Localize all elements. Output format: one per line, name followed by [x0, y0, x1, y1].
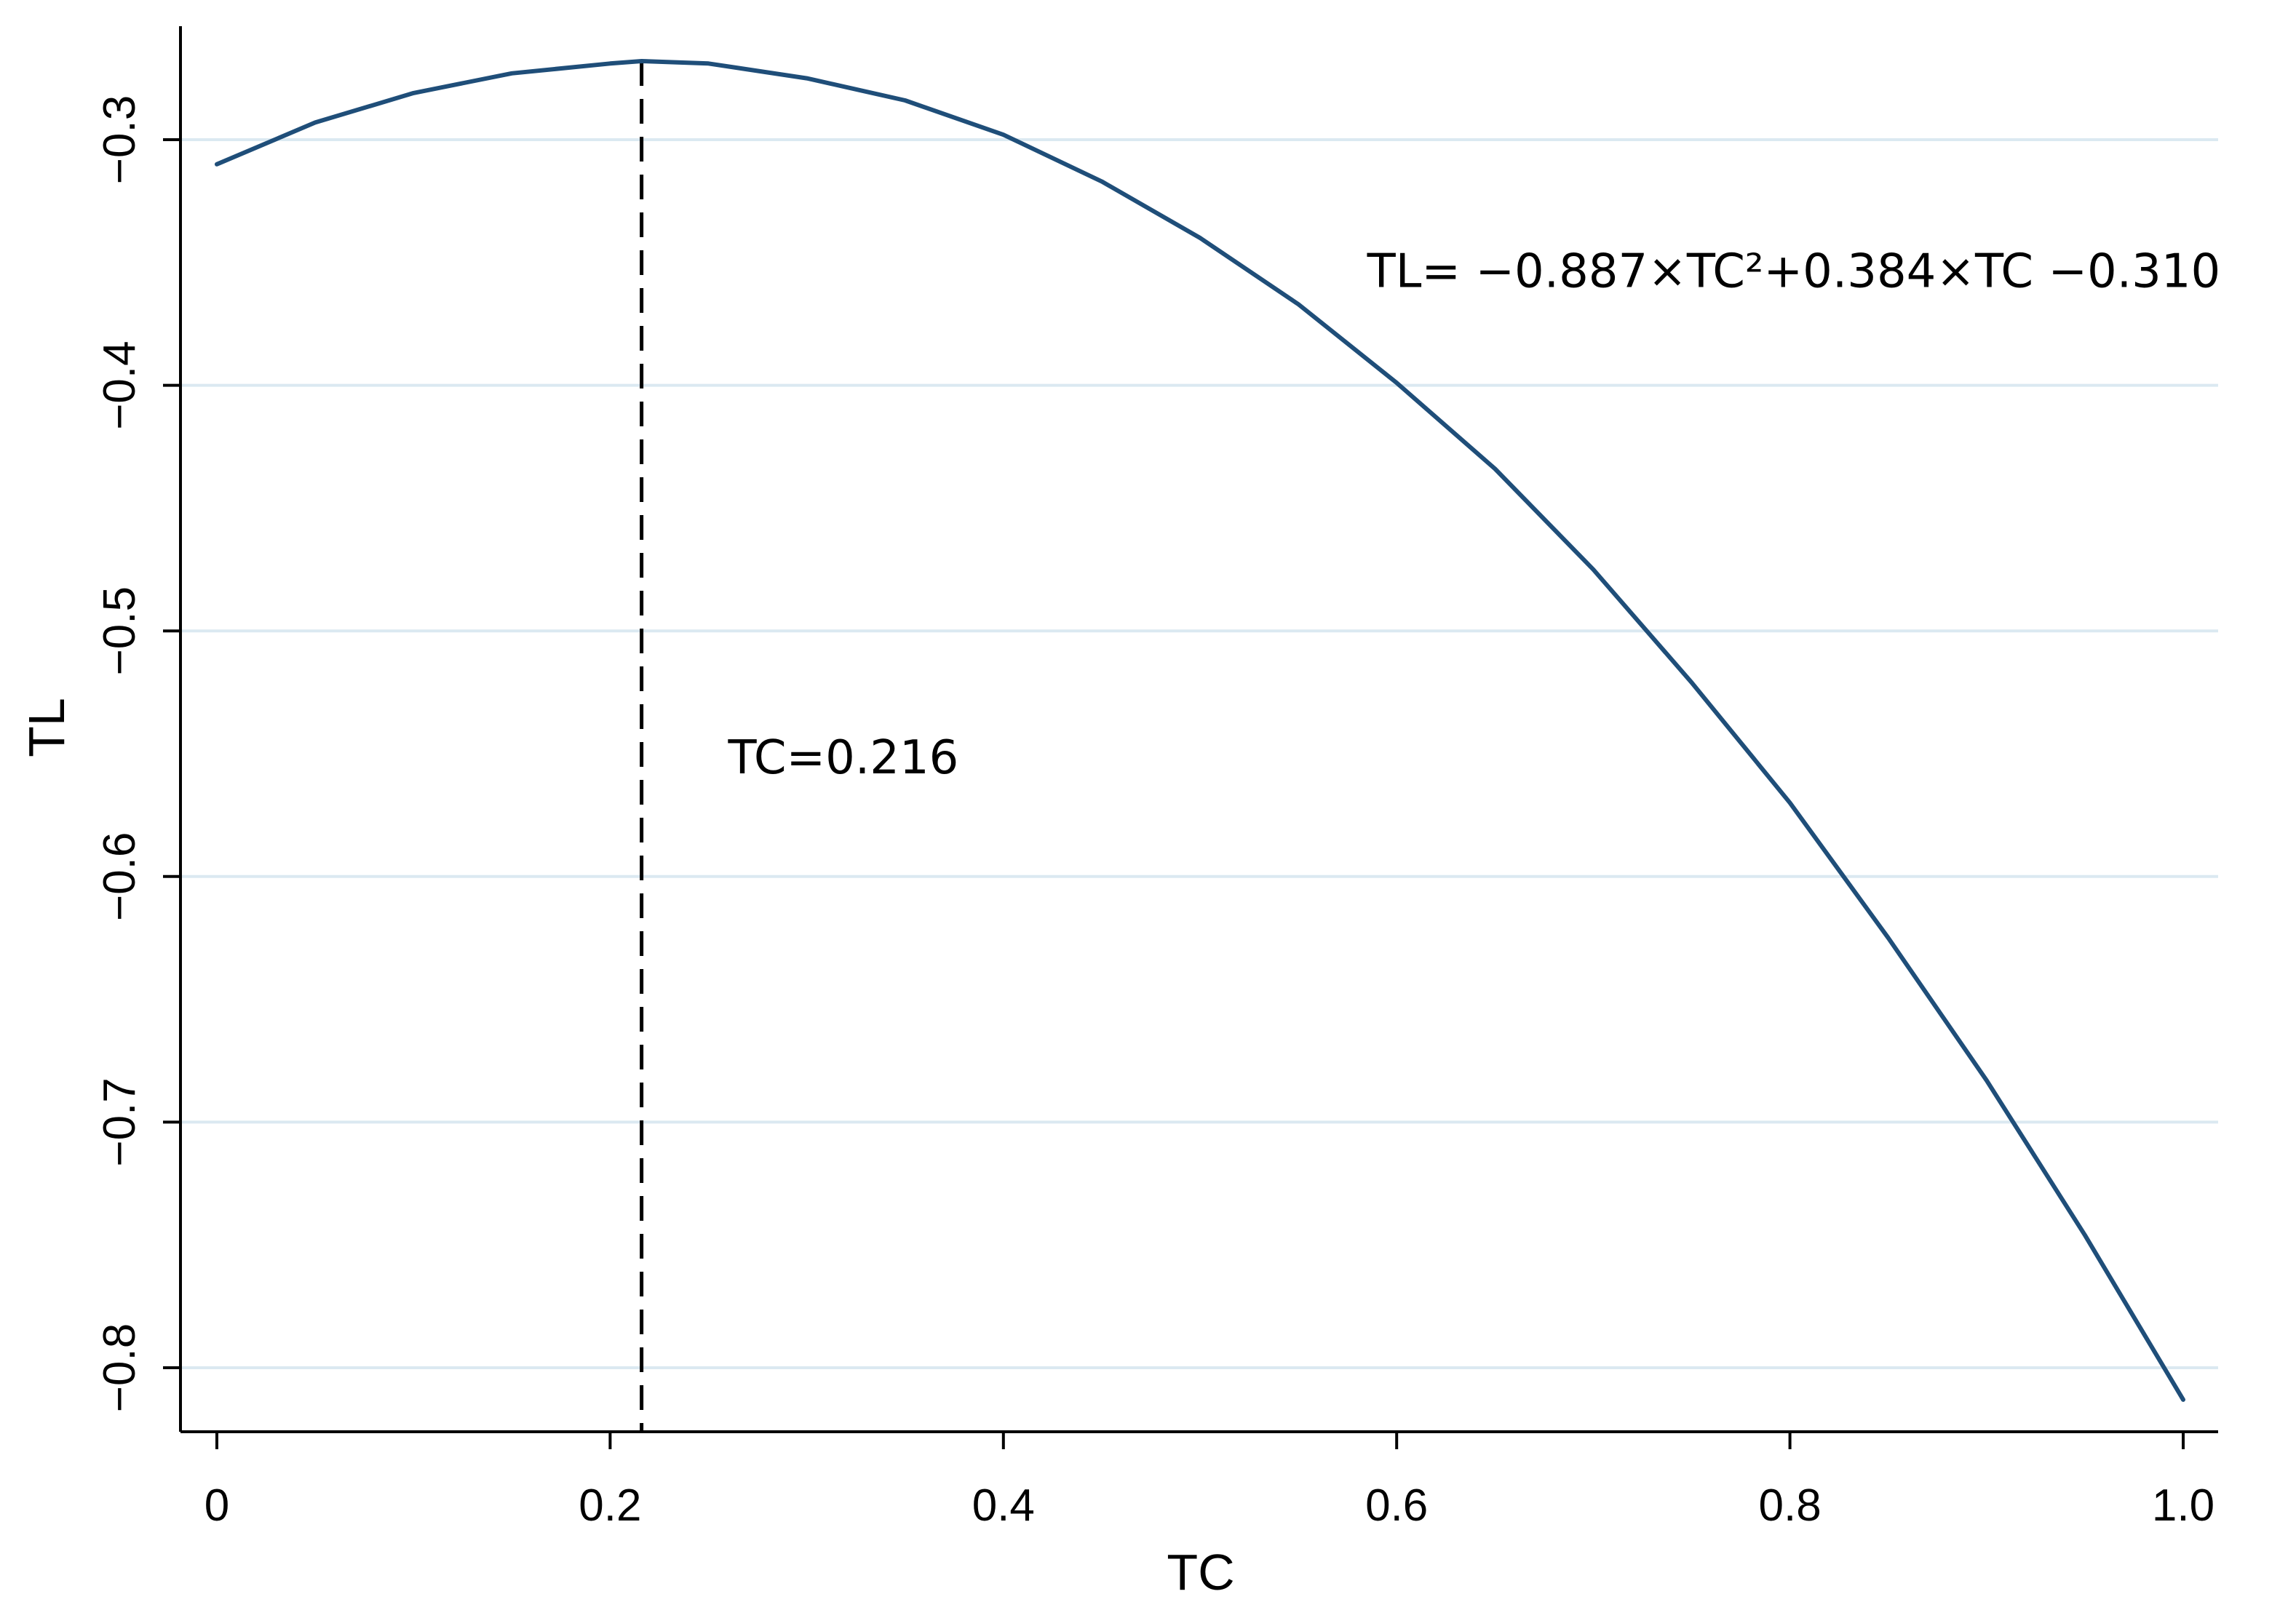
y-tick-label: −0.6	[95, 832, 145, 921]
x-tick-label: 0.2	[579, 1481, 641, 1531]
y-ticks: −0.3 −0.4 −0.5 −0.6 −0.7 −0.8	[95, 95, 180, 1412]
x-tick-label: 0	[204, 1481, 229, 1531]
y-tick-label: −0.4	[95, 340, 145, 429]
y-tick-label: −0.3	[95, 95, 145, 184]
x-ticks: 0 0.2 0.4 0.6 0.8 1.0	[204, 1432, 2214, 1531]
axes	[179, 26, 2218, 1433]
grid-lines	[180, 138, 2218, 1369]
vertex-annotation: TC=0.216	[728, 731, 959, 785]
x-tick-label: 0.4	[972, 1481, 1035, 1531]
y-tick-label: −0.7	[95, 1077, 145, 1166]
x-tick-label: 0.6	[1365, 1481, 1428, 1531]
equation-annotation: TL= −0.887×TC²+0.384×TC −0.310	[1367, 245, 2221, 299]
y-tick-label: −0.5	[95, 586, 145, 675]
series-layer	[215, 59, 2185, 1402]
x-tick-label: 1.0	[2152, 1481, 2214, 1531]
y-axis-title: TL	[18, 698, 75, 757]
x-tick-label: 0.8	[1758, 1481, 1821, 1531]
series-line	[215, 59, 2185, 1402]
x-axis-title: TC	[1167, 1544, 1234, 1601]
y-tick-label: −0.8	[95, 1323, 145, 1412]
